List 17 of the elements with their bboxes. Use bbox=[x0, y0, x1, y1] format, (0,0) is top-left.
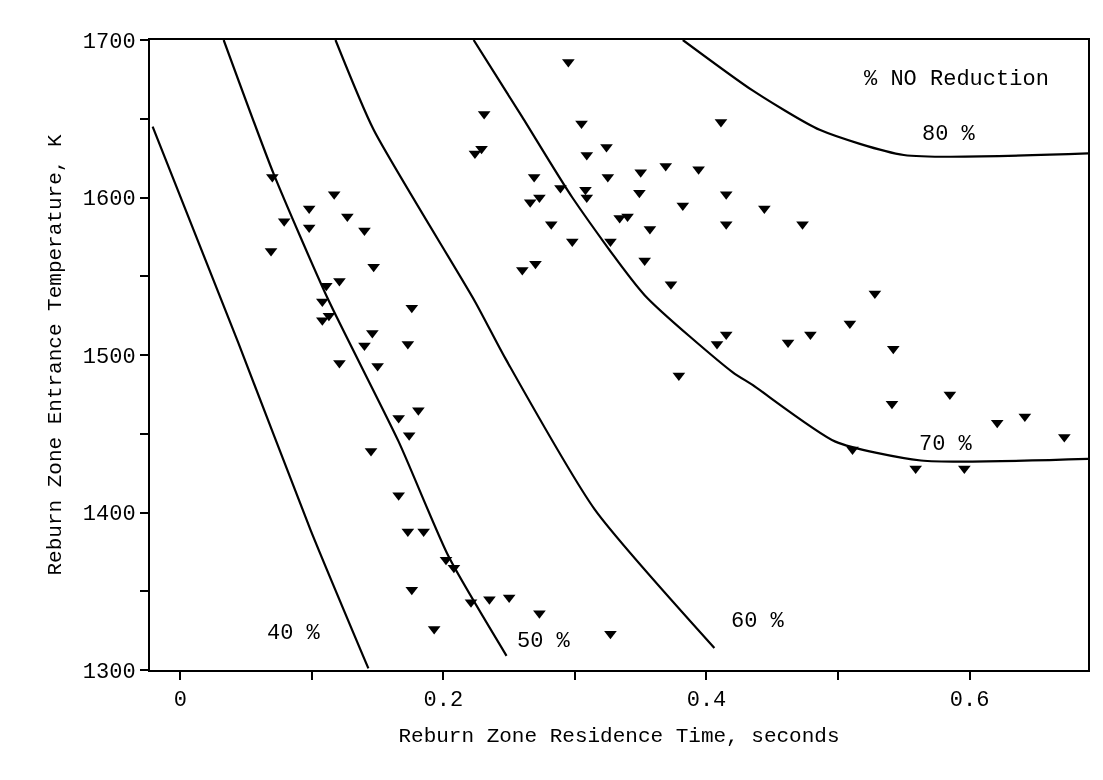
series-label: 40 % bbox=[267, 621, 321, 646]
series-label: 50 % bbox=[517, 629, 571, 654]
y-tick-label: 1600 bbox=[82, 187, 136, 213]
series-label: 60 % bbox=[731, 609, 785, 634]
y-tick-label: 1500 bbox=[82, 344, 136, 370]
series-label: 70 % bbox=[919, 432, 973, 457]
series-label: 80 % bbox=[922, 122, 976, 147]
y-tick-label: 1700 bbox=[82, 29, 136, 55]
annotation: % NO Reduction bbox=[864, 67, 1049, 92]
y-axis-title: Reburn Zone Entrance Temperature, K bbox=[44, 134, 68, 576]
y-tick-label: 1300 bbox=[82, 659, 136, 685]
x-tick-label: 0.2 bbox=[423, 688, 464, 714]
x-axis-title: Reburn Zone Residence Time, seconds bbox=[398, 725, 840, 749]
x-tick-label: 0.4 bbox=[686, 688, 727, 714]
y-tick-label: 1400 bbox=[82, 502, 136, 528]
x-tick-label: 0 bbox=[173, 688, 187, 714]
x-tick-label: 0.6 bbox=[949, 688, 990, 714]
